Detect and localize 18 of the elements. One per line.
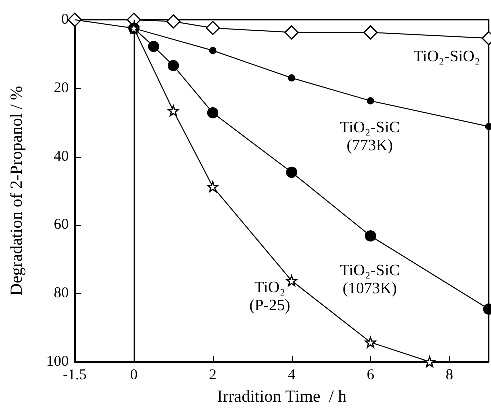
y-tick-label: 100 — [46, 354, 69, 370]
x-tick-label: 6 — [366, 368, 375, 384]
x-axis-title: Irradition Time / h — [217, 387, 348, 406]
x-tick-label: 8 — [446, 368, 454, 384]
y-axis-title: Degradation of 2-Propanol / % — [7, 86, 26, 296]
x-tick-label: 0 — [130, 368, 138, 384]
y-tick-label: 20 — [54, 80, 69, 96]
x-tick-label: 4 — [288, 368, 296, 384]
y-tick-label: 60 — [54, 217, 69, 234]
x-tick-label: -1.5 — [63, 368, 87, 384]
series-label: TiO₂-SiO₂ — [414, 48, 480, 66]
y-tick-label: 0 — [62, 12, 69, 28]
x-tick-label: 2 — [209, 368, 217, 384]
series-label: TiO₂-SiC (1073K) — [340, 262, 400, 298]
series-label: TiO₂-SiC (773K) — [340, 120, 400, 154]
series-label: TiO₂ (P-25) — [250, 280, 290, 314]
y-tick-label: 80 — [54, 286, 69, 302]
y-tick-label: 40 — [54, 148, 69, 165]
